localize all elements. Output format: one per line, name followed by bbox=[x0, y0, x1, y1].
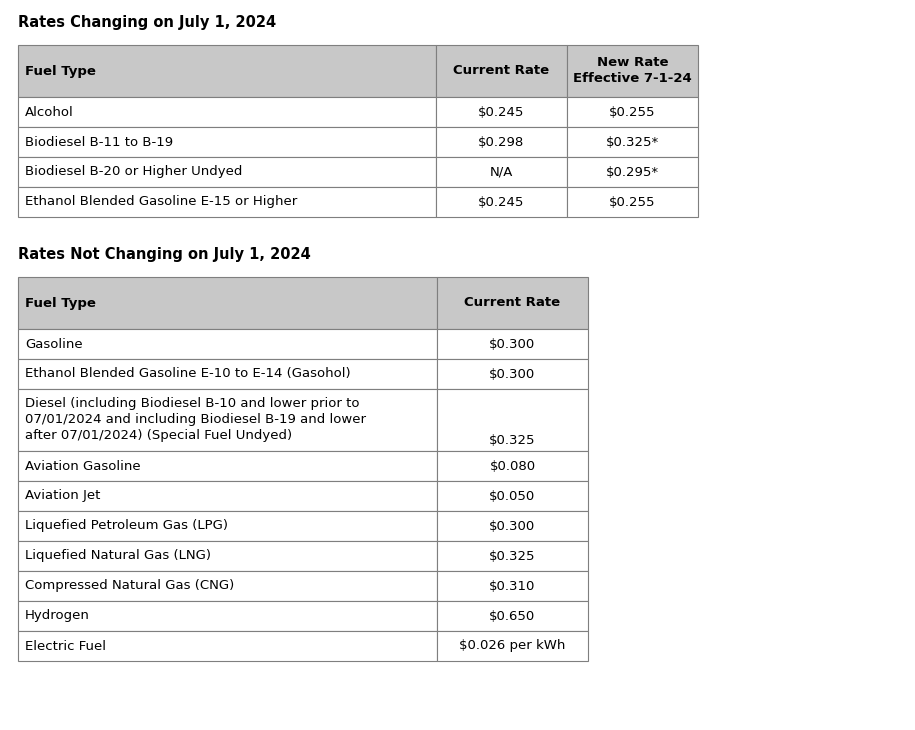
Text: $0.310: $0.310 bbox=[490, 580, 535, 593]
Bar bbox=[437, 329, 588, 359]
Bar bbox=[437, 359, 588, 389]
Text: N/A: N/A bbox=[490, 166, 513, 179]
Bar bbox=[436, 45, 566, 97]
Bar bbox=[436, 127, 566, 157]
Bar bbox=[566, 187, 698, 217]
Text: Biodiesel B-11 to B-19: Biodiesel B-11 to B-19 bbox=[25, 136, 173, 148]
Bar bbox=[18, 451, 437, 481]
Bar bbox=[18, 511, 437, 541]
Text: Electric Fuel: Electric Fuel bbox=[25, 639, 106, 653]
Bar bbox=[436, 157, 566, 187]
Bar bbox=[566, 157, 698, 187]
Bar bbox=[18, 541, 437, 571]
Text: $0.325: $0.325 bbox=[490, 550, 535, 563]
Text: $0.300: $0.300 bbox=[490, 337, 535, 350]
Text: Rates Not Changing on July 1, 2024: Rates Not Changing on July 1, 2024 bbox=[18, 247, 311, 262]
Bar bbox=[436, 187, 566, 217]
Bar bbox=[566, 97, 698, 127]
Bar bbox=[437, 631, 588, 661]
Bar bbox=[437, 571, 588, 601]
Bar bbox=[566, 127, 698, 157]
Text: $0.300: $0.300 bbox=[490, 520, 535, 532]
Bar bbox=[18, 329, 437, 359]
Text: $0.255: $0.255 bbox=[609, 196, 656, 209]
Text: $0.295*: $0.295* bbox=[606, 166, 659, 179]
Text: $0.325: $0.325 bbox=[490, 434, 535, 447]
Bar bbox=[566, 45, 698, 97]
Text: Gasoline: Gasoline bbox=[25, 337, 82, 350]
Bar bbox=[18, 601, 437, 631]
Text: Current Rate: Current Rate bbox=[454, 64, 550, 77]
Bar bbox=[437, 481, 588, 511]
Text: Fuel Type: Fuel Type bbox=[25, 296, 96, 310]
Bar bbox=[18, 97, 436, 127]
Bar bbox=[437, 277, 588, 329]
Bar bbox=[436, 97, 566, 127]
Text: Current Rate: Current Rate bbox=[465, 296, 561, 310]
Text: Alcohol: Alcohol bbox=[25, 106, 74, 118]
Bar bbox=[437, 541, 588, 571]
Text: $0.080: $0.080 bbox=[490, 459, 535, 472]
Text: $0.298: $0.298 bbox=[479, 136, 524, 148]
Text: Rates Changing on July 1, 2024: Rates Changing on July 1, 2024 bbox=[18, 15, 276, 30]
Bar bbox=[437, 511, 588, 541]
Text: Liquefied Natural Gas (LNG): Liquefied Natural Gas (LNG) bbox=[25, 550, 211, 563]
Text: $0.026 per kWh: $0.026 per kWh bbox=[459, 639, 565, 653]
Text: $0.245: $0.245 bbox=[479, 196, 524, 209]
Text: Ethanol Blended Gasoline E-15 or Higher: Ethanol Blended Gasoline E-15 or Higher bbox=[25, 196, 297, 209]
Bar bbox=[18, 481, 437, 511]
Bar bbox=[437, 451, 588, 481]
Bar bbox=[18, 277, 437, 329]
Bar bbox=[437, 389, 588, 451]
Text: Compressed Natural Gas (CNG): Compressed Natural Gas (CNG) bbox=[25, 580, 234, 593]
Text: New Rate
Effective 7-1-24: New Rate Effective 7-1-24 bbox=[573, 56, 692, 85]
Bar bbox=[18, 571, 437, 601]
Bar bbox=[18, 359, 437, 389]
Text: Hydrogen: Hydrogen bbox=[25, 610, 90, 623]
Bar bbox=[18, 127, 436, 157]
Text: Liquefied Petroleum Gas (LPG): Liquefied Petroleum Gas (LPG) bbox=[25, 520, 228, 532]
Bar bbox=[18, 389, 437, 451]
Text: Aviation Jet: Aviation Jet bbox=[25, 490, 101, 502]
Bar bbox=[18, 631, 437, 661]
Text: $0.050: $0.050 bbox=[490, 490, 535, 502]
Text: Diesel (including Biodiesel B-10 and lower prior to
07/01/2024 and including Bio: Diesel (including Biodiesel B-10 and low… bbox=[25, 398, 366, 442]
Text: $0.255: $0.255 bbox=[609, 106, 656, 118]
Bar bbox=[18, 45, 436, 97]
Text: $0.325*: $0.325* bbox=[606, 136, 659, 148]
Text: Ethanol Blended Gasoline E-10 to E-14 (Gasohol): Ethanol Blended Gasoline E-10 to E-14 (G… bbox=[25, 367, 350, 380]
Bar bbox=[437, 601, 588, 631]
Text: Fuel Type: Fuel Type bbox=[25, 64, 96, 77]
Text: $0.245: $0.245 bbox=[479, 106, 524, 118]
Bar bbox=[18, 187, 436, 217]
Text: $0.300: $0.300 bbox=[490, 367, 535, 380]
Text: Aviation Gasoline: Aviation Gasoline bbox=[25, 459, 141, 472]
Text: Biodiesel B-20 or Higher Undyed: Biodiesel B-20 or Higher Undyed bbox=[25, 166, 242, 179]
Bar bbox=[18, 157, 436, 187]
Text: $0.650: $0.650 bbox=[490, 610, 535, 623]
